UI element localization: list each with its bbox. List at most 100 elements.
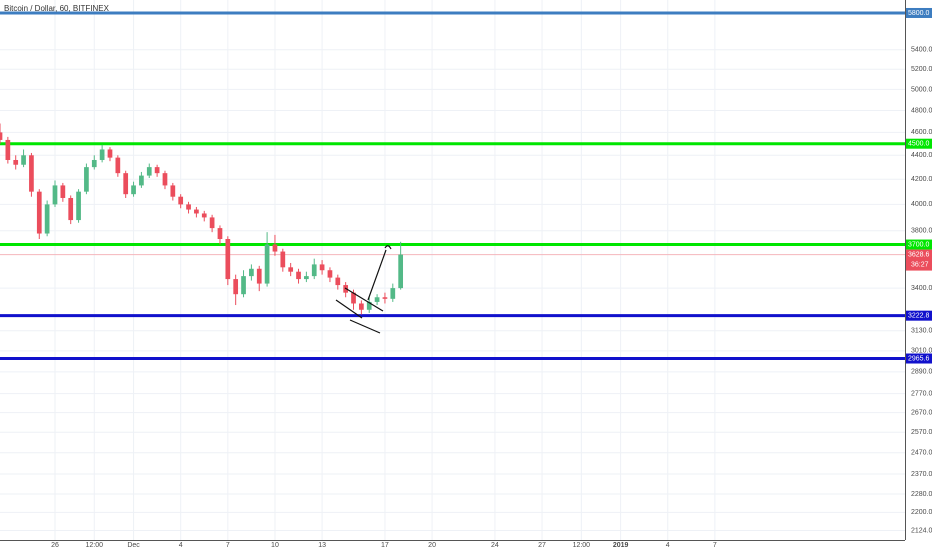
candle-body bbox=[225, 239, 231, 280]
candle-body bbox=[217, 228, 223, 240]
y-tick-label: 4600.0 bbox=[911, 129, 932, 136]
x-tick-label: 27 bbox=[538, 542, 546, 549]
candle-body bbox=[5, 139, 11, 160]
y-tick-label: 5000.0 bbox=[911, 86, 932, 93]
candle-body bbox=[186, 204, 191, 210]
candle-body bbox=[99, 149, 105, 160]
x-tick-label: 17 bbox=[381, 542, 389, 549]
x-tick-label: 7 bbox=[713, 542, 717, 549]
candle-body bbox=[84, 167, 89, 192]
y-tick-label: 5400.0 bbox=[911, 47, 932, 54]
y-tick-label: 2570.0 bbox=[911, 429, 932, 436]
level-label: 3222.8 bbox=[908, 313, 930, 320]
x-tick-label: 24 bbox=[491, 542, 499, 549]
projection-line bbox=[367, 249, 387, 301]
x-tick-label: 2019 bbox=[613, 542, 629, 549]
y-tick-label: 4400.0 bbox=[911, 152, 932, 159]
candle-body bbox=[374, 297, 380, 302]
candle-body bbox=[241, 276, 246, 295]
candle-body bbox=[162, 173, 168, 186]
candle-body bbox=[256, 268, 262, 284]
candle-body bbox=[115, 157, 121, 174]
candle-body bbox=[288, 267, 294, 272]
y-tick-label: 5200.0 bbox=[911, 66, 932, 73]
candle-body bbox=[0, 132, 3, 140]
levels bbox=[0, 11, 905, 361]
last-price-label: 3628.6 bbox=[908, 251, 930, 258]
candle-body bbox=[272, 244, 278, 252]
candle-body bbox=[123, 173, 129, 195]
level-label-box bbox=[906, 353, 932, 364]
y-tick-label: 2280.0 bbox=[911, 491, 932, 498]
y-tick-label: 2890.0 bbox=[911, 369, 932, 376]
trend-line bbox=[349, 319, 381, 334]
candle-body bbox=[233, 279, 239, 295]
candle-body bbox=[60, 185, 66, 198]
level-label-box bbox=[906, 7, 932, 18]
candle-body bbox=[249, 268, 254, 277]
candle-body bbox=[382, 297, 388, 299]
level-label: 4500.0 bbox=[908, 141, 930, 148]
level-label: 3700.0 bbox=[908, 241, 930, 248]
candle-body bbox=[44, 204, 50, 234]
candle-body bbox=[351, 292, 356, 304]
candle-body bbox=[154, 167, 160, 174]
candle-body bbox=[264, 244, 270, 284]
x-tick-label: 10 bbox=[271, 542, 279, 549]
candle-body bbox=[107, 149, 113, 158]
y-tick-label: 2770.0 bbox=[911, 391, 932, 398]
candle-body bbox=[52, 185, 58, 205]
level-label-box bbox=[906, 138, 932, 149]
y-tick-label: 3400.0 bbox=[911, 285, 932, 292]
candle-body bbox=[201, 213, 207, 218]
y-tick-label: 2670.0 bbox=[911, 409, 932, 416]
x-tick-label: 13 bbox=[318, 542, 326, 549]
x-tick-label: 4 bbox=[666, 542, 670, 549]
y-tick-label: 3010.0 bbox=[911, 348, 932, 355]
level-label-box bbox=[906, 310, 932, 321]
candle-body bbox=[296, 271, 301, 280]
candle-body bbox=[390, 288, 396, 299]
candle-body bbox=[29, 155, 34, 192]
y-tick-label: 2124.0 bbox=[911, 527, 932, 534]
last-price-box bbox=[906, 249, 932, 271]
x-tick-label: 12:00 bbox=[573, 542, 591, 549]
y-tick-label: 2370.0 bbox=[911, 471, 932, 478]
candle-body bbox=[319, 264, 325, 271]
candle-body bbox=[359, 303, 364, 310]
level-label: 2965.6 bbox=[908, 355, 930, 362]
candle-body bbox=[311, 264, 317, 277]
candle-body bbox=[131, 185, 136, 195]
level-label-box bbox=[906, 239, 932, 250]
chart-title: Bitcoin / Dollar, 60, BITFINEX bbox=[4, 4, 110, 13]
y-tick-label: 2470.0 bbox=[911, 450, 932, 457]
countdown-label: 36:27 bbox=[911, 261, 929, 268]
candle-body bbox=[398, 254, 404, 289]
projection-hook bbox=[384, 245, 392, 250]
candle-body bbox=[366, 301, 372, 310]
candle-body bbox=[76, 191, 81, 221]
candle-body bbox=[194, 209, 199, 214]
x-tick-label: 7 bbox=[226, 542, 230, 549]
axes: 5400.0 5200.0 5000.0 4800.0 4600.0 4400.0 4200… bbox=[51, 7, 932, 549]
candle-body bbox=[68, 197, 74, 221]
drawings bbox=[335, 245, 392, 334]
candle-body bbox=[335, 277, 341, 286]
y-tick-label: 3130.0 bbox=[911, 328, 932, 335]
grid bbox=[0, 0, 905, 540]
x-tick-label: 4 bbox=[179, 542, 183, 549]
x-tick-label: 20 bbox=[428, 542, 436, 549]
trend-line bbox=[335, 299, 363, 319]
candle-body bbox=[304, 276, 309, 280]
x-tick-label: 12:00 bbox=[86, 542, 104, 549]
y-tick-label: 4800.0 bbox=[911, 107, 932, 114]
x-tick-label: Dec bbox=[127, 542, 140, 549]
y-tick-label: 4000.0 bbox=[911, 201, 932, 208]
candle-body bbox=[327, 270, 333, 278]
y-tick-label: 4200.0 bbox=[911, 176, 932, 183]
trend-line bbox=[344, 287, 384, 312]
candle-body bbox=[146, 167, 152, 176]
candle-body bbox=[178, 196, 184, 205]
level-label: 5800.0 bbox=[908, 10, 930, 17]
